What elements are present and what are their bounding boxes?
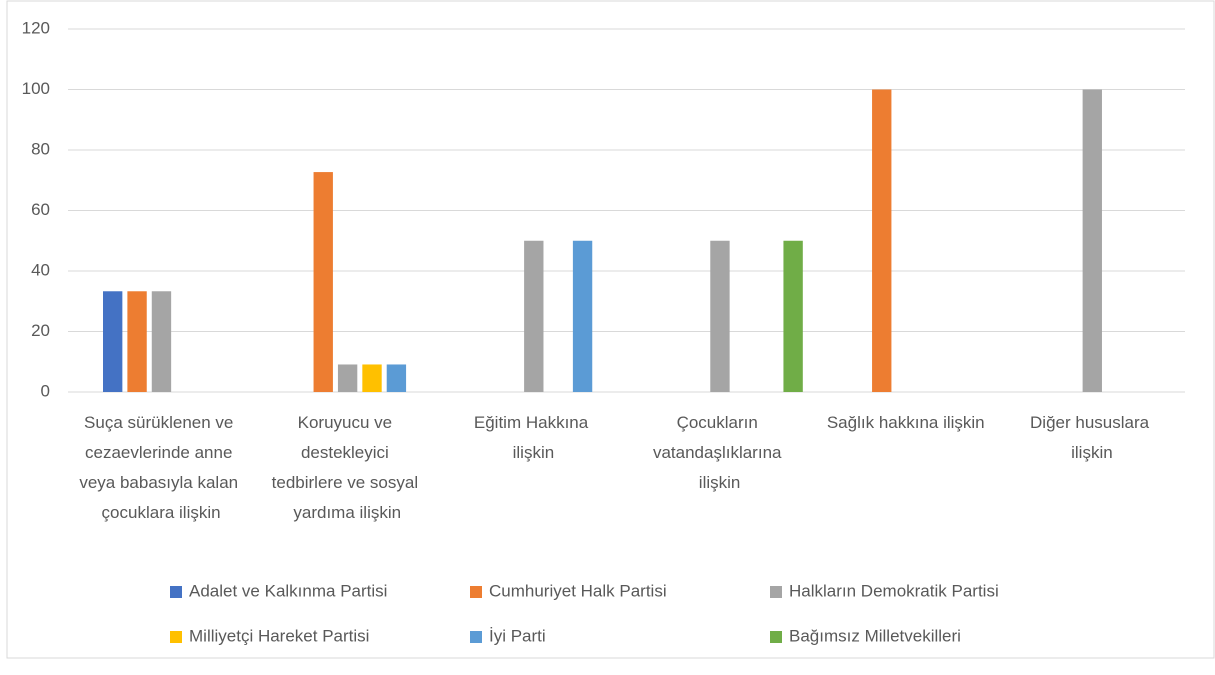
label-line: vatandaşlıklarına xyxy=(653,443,786,462)
bar xyxy=(102,291,123,392)
bar xyxy=(313,172,333,392)
y-tick-label: 60 xyxy=(31,200,50,219)
label-line: çocuklara ilişkin xyxy=(102,503,221,522)
x-tick-label: Eğitim Hakkına ilişkin xyxy=(474,413,593,462)
y-tick-label: 120 xyxy=(22,18,50,37)
legend-label: Adalet ve Kalkınma Partisi xyxy=(189,581,387,600)
bar xyxy=(1082,89,1102,392)
y-tick-label: 100 xyxy=(22,79,50,98)
y-tick-label: 80 xyxy=(31,139,50,158)
label-line: Suça sürüklenen ve xyxy=(84,413,238,432)
bar xyxy=(572,240,593,392)
label-line: yardıma ilişkin xyxy=(293,503,401,522)
label-line: Eğitim Hakkına xyxy=(474,413,593,432)
bar xyxy=(151,291,172,392)
bar xyxy=(337,364,358,392)
x-tick-label: Sağlık hakkına ilişkin xyxy=(827,413,985,432)
label-line: Sağlık hakkına ilişkin xyxy=(827,413,985,432)
legend-label: Bağımsız Milletvekilleri xyxy=(789,626,961,645)
x-tick-label: Diğer hususlara ilişkin xyxy=(1030,413,1154,462)
label-line: ilişkin xyxy=(1071,443,1113,462)
chart-border xyxy=(6,0,1215,659)
legend-swatch xyxy=(470,586,482,598)
legend-swatch xyxy=(470,631,482,643)
label-line: destekleyici xyxy=(301,443,394,462)
bar xyxy=(872,89,892,392)
label-line: tedbirlere ve sosyal xyxy=(272,473,423,492)
legend-swatch xyxy=(170,586,182,598)
label-line: Çocukların xyxy=(677,413,763,432)
legend-swatch xyxy=(770,586,782,598)
y-tick-label: 0 xyxy=(41,381,50,400)
bar xyxy=(783,240,803,392)
legend-swatch xyxy=(770,631,782,643)
bar xyxy=(127,291,147,392)
x-tick-label: Çocukların vatandaşlıklarına ilişkin xyxy=(653,413,786,492)
label-line: cezaevlerinde anne xyxy=(85,443,237,462)
x-tick-label: Koruyucu ve destekleyici tedbirlere ve s… xyxy=(272,413,423,522)
legend-swatch xyxy=(170,631,182,643)
legend-label: Halkların Demokratik Partisi xyxy=(789,581,999,600)
bar xyxy=(386,364,407,392)
y-tick-label: 40 xyxy=(31,260,50,279)
x-tick-label: Suça sürüklenen ve cezaevlerinde anne ve… xyxy=(79,413,243,522)
label-line: Diğer hususlara xyxy=(1030,413,1154,432)
label-line: ilişkin xyxy=(513,443,555,462)
bar xyxy=(710,240,730,392)
legend-label: İyi Parti xyxy=(489,626,546,645)
legend-label: Cumhuriyet Halk Partisi xyxy=(489,581,667,600)
y-tick-label: 20 xyxy=(31,321,50,340)
legend-label: Milliyetçi Hareket Partisi xyxy=(189,626,369,645)
label-line: veya babasıyla kalan xyxy=(79,473,243,492)
label-line: ilişkin xyxy=(699,473,741,492)
bar xyxy=(362,364,382,392)
bar xyxy=(524,240,544,392)
label-line: Koruyucu ve xyxy=(298,413,397,432)
